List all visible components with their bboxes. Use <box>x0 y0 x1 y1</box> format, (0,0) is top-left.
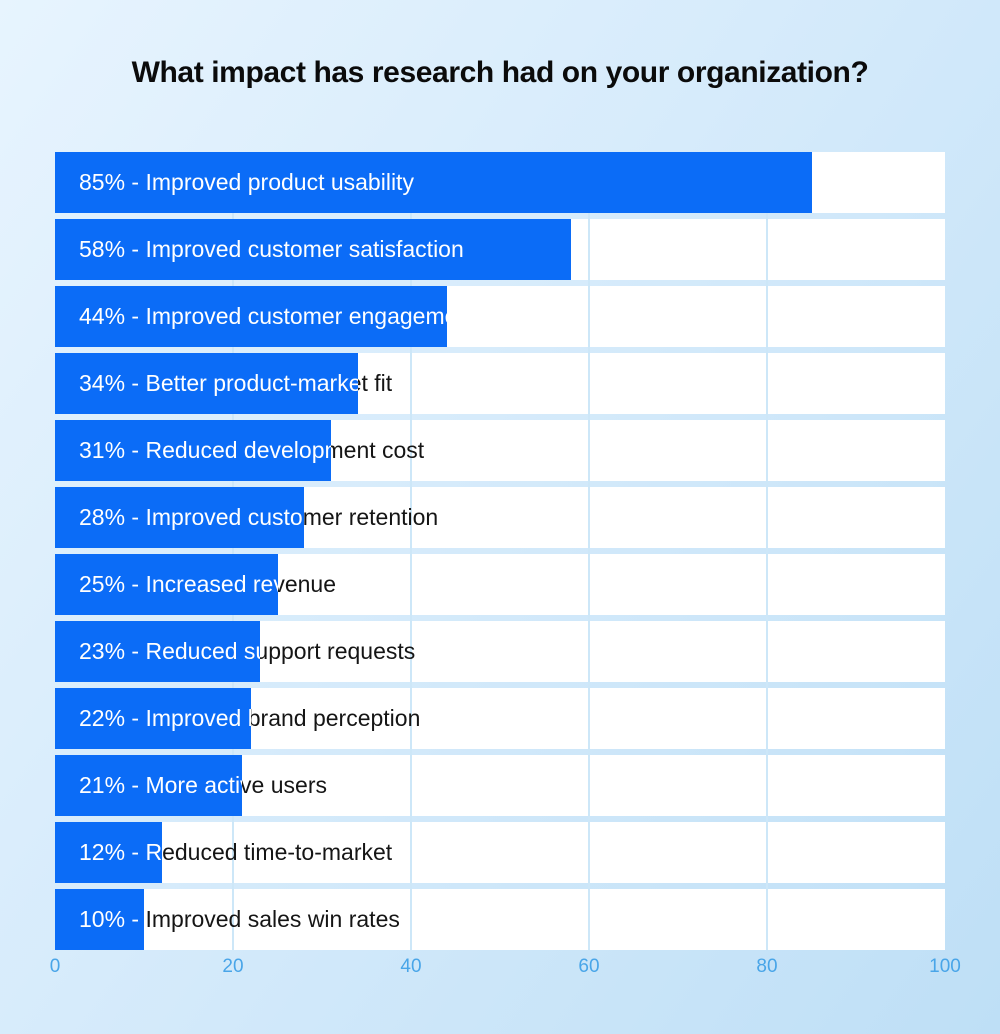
bar-label: 22% - Improved brand perception <box>79 705 251 731</box>
x-tick-label: 60 <box>578 956 600 977</box>
bar: 85% - Improved product usability <box>55 152 812 213</box>
gridline-80 <box>766 152 768 950</box>
chart-title: What impact has research had on your org… <box>131 56 869 89</box>
bar: 31% - Reduced development cost <box>55 420 331 481</box>
x-tick-label: 100 <box>929 956 961 977</box>
bar: 22% - Improved brand perception <box>55 688 251 749</box>
bar-label: 44% - Improved customer engagement <box>79 303 447 329</box>
bar-label: 85% - Improved product usability <box>79 169 414 195</box>
bar-label: 25% - Increased revenue <box>79 571 278 597</box>
gridline-20 <box>232 152 234 950</box>
bar-label: 21% - More active users <box>79 772 242 798</box>
gridline-40 <box>410 152 412 950</box>
x-tick-label: 0 <box>49 956 61 977</box>
bar-row: 58% - Improved customer satisfaction58% … <box>55 219 945 280</box>
bar: 28% - Improved customer retention <box>55 487 305 548</box>
bar: 58% - Improved customer satisfaction <box>55 219 572 280</box>
bar-label: 28% - Improved customer retention <box>79 504 304 530</box>
bar-label: 12% - Reduced time-to-market <box>79 839 162 865</box>
bar-row: 85% - Improved product usability85% - Im… <box>55 152 945 213</box>
gridline-60 <box>588 152 590 950</box>
plot-area: 85% - Improved product usability85% - Im… <box>55 152 945 950</box>
bar: 10% - Improved sales win rates <box>55 889 144 950</box>
bar: 12% - Reduced time-to-market <box>55 822 162 883</box>
bar: 34% - Better product-market fit <box>55 353 358 414</box>
bar-label: 58% - Improved customer satisfaction <box>79 236 464 262</box>
x-tick-label: 80 <box>756 956 778 977</box>
bar-label: 23% - Reduced support requests <box>79 638 260 664</box>
x-axis: 0 20 40 60 80 100 <box>50 956 961 982</box>
bar: 21% - More active users <box>55 755 242 816</box>
bar: 44% - Improved customer engagement <box>55 286 447 347</box>
bar-label: 10% - Improved sales win rates <box>79 906 144 932</box>
x-tick-label: 40 <box>400 956 422 977</box>
bar-row: 44% - Improved customer engagement <box>55 286 945 347</box>
bar: 23% - Reduced support requests <box>55 621 260 682</box>
x-tick-label: 20 <box>222 956 244 977</box>
bar: 25% - Increased revenue <box>55 554 278 615</box>
bar-label: 31% - Reduced development cost <box>79 437 331 463</box>
bar-label: 34% - Better product-market fit <box>79 370 358 396</box>
